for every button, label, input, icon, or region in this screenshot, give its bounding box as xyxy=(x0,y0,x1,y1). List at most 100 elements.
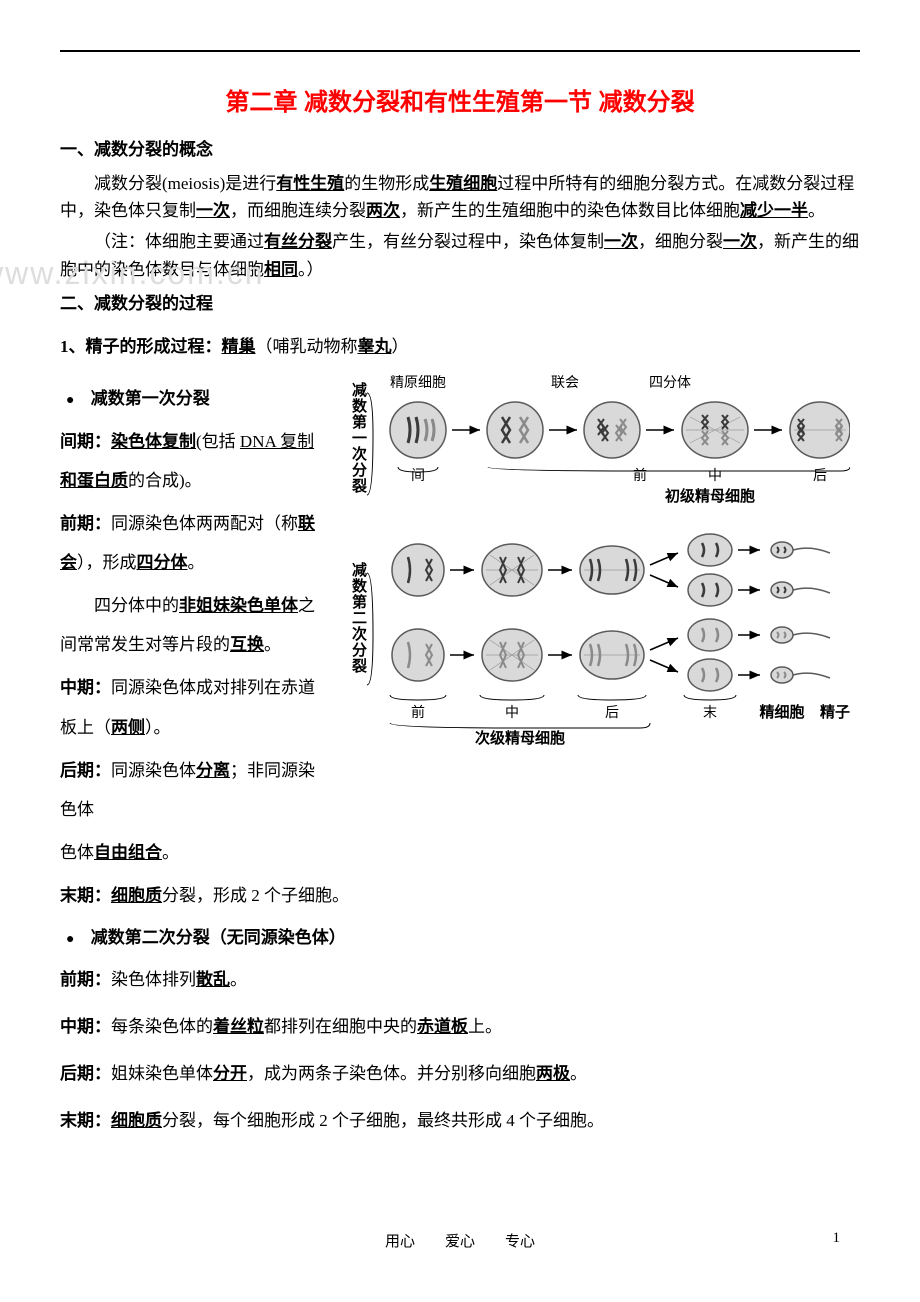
row-1 xyxy=(390,402,850,458)
keyword: 两侧 xyxy=(111,718,145,737)
keyword: 细胞质 xyxy=(111,886,162,905)
text: 。 xyxy=(264,635,281,654)
text: （哺乳动物称 xyxy=(256,337,358,356)
text: ，成为两条子染色体。并分别移向细胞 xyxy=(247,1064,536,1083)
section-1-paragraph-1: 减数分裂(meiosis)是进行有性生殖的生物形成生殖细胞过程中所特有的细胞分裂… xyxy=(60,170,860,224)
keyword: 两次 xyxy=(366,201,400,220)
row-2b xyxy=(392,619,830,691)
text: 。 xyxy=(162,843,179,862)
bullet-text: 减数第二次分裂（无同源染色体） xyxy=(91,928,346,947)
text: 每条染色体的 xyxy=(111,1017,213,1036)
text: （注：体细胞主要通过 xyxy=(94,232,264,251)
bracket-label: 次级精母细胞 xyxy=(475,729,565,745)
keyword: 一次 xyxy=(196,201,230,220)
text: 姐妹染色单体 xyxy=(111,1064,213,1083)
diagram-label: 四分体 xyxy=(649,375,691,391)
keyword: 细胞质 xyxy=(111,1111,162,1130)
text: 同源染色体两两配对（称 xyxy=(111,514,298,533)
text: 上。 xyxy=(468,1017,502,1036)
bracket-label: 初级精母细胞 xyxy=(665,487,755,505)
text: ，新产生的生殖细胞中的染色体数目比体细胞 xyxy=(400,201,740,220)
keyword: 生殖细胞 xyxy=(429,174,497,193)
text: 。 xyxy=(230,970,247,989)
diagram-label: 联会 xyxy=(551,375,579,391)
diagram-label: 精原细胞 xyxy=(390,375,446,391)
text: 1、精子的形成过程： xyxy=(60,337,222,356)
text: 。 xyxy=(570,1064,587,1083)
telophase-1-line: 末期：细胞质分裂，形成 2 个子细胞。 xyxy=(60,876,860,915)
subsection-1: 1、精子的形成过程：精巢（哺乳动物称睾丸） xyxy=(60,332,860,357)
section-1-paragraph-2: （注：体细胞主要通过有丝分裂产生，有丝分裂过程中，染色体复制一次，细胞分裂一次，… xyxy=(60,228,860,282)
section-2-heading: 二、减数分裂的过程 xyxy=(60,289,860,314)
keyword: 和 xyxy=(60,471,77,490)
phase-label: 中 xyxy=(505,705,519,721)
bullet-item-1: ● 减数第一次分裂 xyxy=(60,379,330,418)
text: 四分体中的 xyxy=(94,596,179,615)
bullet-marker: ● xyxy=(66,393,74,408)
content-row: ● 减数第一次分裂 间期：染色体复制(包括 DNA 复制和蛋白质的合成)。 前期… xyxy=(60,375,860,833)
keyword: 着丝粒 xyxy=(213,1017,264,1036)
keyword: 互换 xyxy=(230,635,264,654)
page-number: 1 xyxy=(833,1230,841,1247)
phase-label: 后期： xyxy=(60,761,111,780)
phase-label: 中期： xyxy=(60,678,111,697)
chapter-title: 第二章 减数分裂和有性生殖第一节 减数分裂 xyxy=(60,82,860,117)
text: 同源染色体 xyxy=(111,761,196,780)
prophase-2-line: 前期：染色体排列散乱。 xyxy=(60,960,860,999)
phase-label: 前期： xyxy=(60,514,111,533)
keyword: 自由组合 xyxy=(94,843,162,862)
phase-label: 后 xyxy=(605,705,619,721)
text: 的生物形成 xyxy=(344,174,429,193)
text: 。 xyxy=(808,201,825,220)
row-2a xyxy=(392,534,830,606)
meiosis-diagram: 减数第一次分裂 减数第二次分裂 精原细胞 联会 四分体 xyxy=(340,375,850,745)
keyword: 精巢 xyxy=(222,337,256,356)
keyword: 分开 xyxy=(213,1064,247,1083)
keyword: 染色体复制 xyxy=(111,432,196,451)
end-label: 精细胞 xyxy=(759,703,804,721)
text: 减数分裂(meiosis)是进行 xyxy=(94,174,276,193)
end-label: 精子 xyxy=(820,703,850,721)
phase-label: 后 xyxy=(813,468,827,484)
metaphase-2-line: 中期：每条染色体的着丝粒都排列在细胞中央的赤道板上。 xyxy=(60,1007,860,1046)
keyword: 减少一半 xyxy=(740,201,808,220)
top-rule xyxy=(60,50,860,52)
prophase-line: 前期：同源染色体两两配对（称联会），形成四分体。 xyxy=(60,504,330,582)
phase-label: 后期： xyxy=(60,1064,111,1083)
section-1-heading: 一、减数分裂的概念 xyxy=(60,135,860,160)
diagram-column: 减数第一次分裂 减数第二次分裂 精原细胞 联会 四分体 xyxy=(340,375,860,833)
keyword: 一次 xyxy=(604,232,638,251)
bullet-text: 减数第一次分裂 xyxy=(91,389,210,408)
text: 染色体排列 xyxy=(111,970,196,989)
text: ） xyxy=(392,337,409,356)
phase-label: 末期： xyxy=(60,1111,111,1130)
phase-label: 间 xyxy=(411,468,425,484)
telophase-2-line: 末期：细胞质分裂，每个细胞形成 2 个子细胞，最终共形成 4 个子细胞。 xyxy=(60,1101,860,1140)
metaphase-line: 中期：同源染色体成对排列在赤道板上（两侧）。 xyxy=(60,668,330,746)
interphase-line: 间期：染色体复制(包括 DNA 复制和蛋白质的合成)。 xyxy=(60,422,330,500)
phase-label: 前 xyxy=(411,704,425,721)
left-text-column: ● 减数第一次分裂 间期：染色体复制(包括 DNA 复制和蛋白质的合成)。 前期… xyxy=(60,375,340,833)
text: ，细胞分裂 xyxy=(638,232,723,251)
vlabel-1: 减数第一次分裂 xyxy=(351,381,368,495)
phase-label: 中 xyxy=(708,468,722,484)
text: (包括 xyxy=(196,432,240,451)
keyword: 赤道板 xyxy=(417,1017,468,1036)
phase-label: 末期： xyxy=(60,886,111,905)
text: 。） xyxy=(298,260,324,279)
text: 都排列在细胞中央的 xyxy=(264,1017,417,1036)
anaphase-2-line: 后期：姐妹染色单体分开，成为两条子染色体。并分别移向细胞两极。 xyxy=(60,1054,860,1093)
keyword: 睾丸 xyxy=(358,337,392,356)
vlabel-2: 减数第二次分裂 xyxy=(351,561,368,675)
keyword: 分离 xyxy=(196,761,230,780)
text: ）。 xyxy=(145,718,171,737)
keyword: 一次 xyxy=(723,232,757,251)
phase-label: 间期： xyxy=(60,432,111,451)
keyword: 蛋白质 xyxy=(77,471,128,490)
keyword: 有性生殖 xyxy=(276,174,344,193)
keyword: 有丝分裂 xyxy=(264,232,332,251)
page-footer: 用心 爱心 专心 1 xyxy=(60,1230,860,1251)
text: 分裂，每个细胞形成 2 个子细胞，最终共形成 4 个子细胞。 xyxy=(162,1111,604,1130)
phase-label: 中期： xyxy=(60,1017,111,1036)
text: 的合成)。 xyxy=(128,471,202,490)
